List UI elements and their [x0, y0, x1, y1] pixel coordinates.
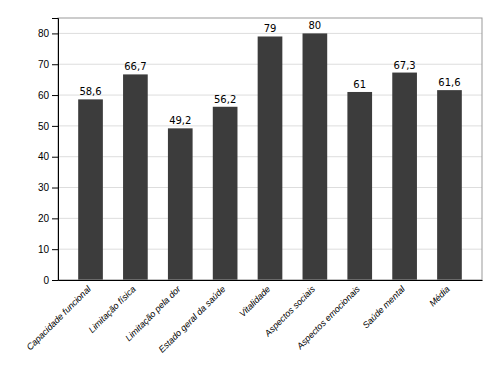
- x-tick: Vitalidade: [237, 280, 272, 319]
- bars: [78, 33, 462, 280]
- data-label: 80: [309, 20, 322, 31]
- y-tick: 60: [38, 90, 58, 101]
- y-tick-mark: [52, 95, 58, 96]
- data-labels: 58,6 66,7 49,2 56,2 79 80 61 67,3 61,6: [79, 20, 460, 126]
- y-tick-mark: [52, 280, 58, 281]
- y-tick: 20: [38, 213, 58, 224]
- y-tick: 40: [38, 151, 58, 162]
- y-tick-label: 50: [38, 121, 50, 132]
- data-label: 61: [353, 79, 366, 90]
- y-tick-mark: [52, 188, 58, 189]
- x-tick: Saúde mental: [360, 280, 407, 330]
- y-tick-label: 20: [38, 213, 50, 224]
- bar: [168, 128, 193, 280]
- data-label: 79: [264, 23, 277, 34]
- data-label: 49,2: [169, 115, 191, 126]
- x-tick-label: Vitalidade: [237, 284, 272, 319]
- y-tick-mark: [52, 126, 58, 127]
- y-tick-mark: [52, 64, 58, 65]
- y-tick-label: 0: [43, 275, 49, 286]
- y-tick-label: 60: [38, 90, 50, 101]
- chart-svg: 0 10 20 30 40 50 60 70 80 Capacidade funcionalLim…: [0, 0, 496, 372]
- y-tick: 70: [38, 59, 58, 70]
- x-tick-label: Estado geral da saúde: [157, 284, 228, 355]
- x-axis: Capacidade funcionalLimitação físicaLimi…: [24, 280, 482, 355]
- y-tick-mark: [52, 218, 58, 219]
- x-axis-line: [59, 280, 483, 281]
- y-tick-label: 30: [38, 182, 50, 193]
- data-label: 67,3: [393, 60, 415, 71]
- x-tick-label: Capacidade funcional: [24, 283, 93, 352]
- x-tick: Estado geral da saúde: [157, 280, 228, 355]
- x-tick-label: Saúde mental: [360, 283, 407, 330]
- y-tick-label: 70: [38, 59, 50, 70]
- y-tick-label: 10: [38, 244, 50, 255]
- bar: [437, 90, 462, 280]
- x-tick-label: Limitação física: [87, 284, 138, 335]
- y-tick-mark: [52, 157, 58, 158]
- plot-frame: [58, 18, 482, 280]
- data-label: 61,6: [438, 77, 460, 88]
- data-label: 58,6: [79, 86, 101, 97]
- plot: 0 10 20 30 40 50 60 70 80 Capacidade funcionalLim…: [24, 18, 482, 355]
- bar: [392, 73, 417, 280]
- x-tick: Limitação física: [87, 280, 138, 335]
- y-tick: 30: [38, 182, 58, 193]
- bar: [303, 33, 328, 280]
- chart-container: 0 10 20 30 40 50 60 70 80 Capacidade funcionalLim…: [0, 0, 496, 372]
- bar: [78, 99, 103, 280]
- bar: [213, 107, 238, 280]
- y-axis: 0 10 20 30 40 50 60 70 80: [38, 19, 59, 286]
- y-tick-label: 40: [38, 151, 50, 162]
- y-tick-mark: [52, 33, 58, 34]
- bar: [258, 36, 283, 280]
- y-tick: 0: [43, 275, 58, 286]
- bar: [347, 92, 372, 280]
- bar: [123, 74, 148, 280]
- y-axis-line: [52, 19, 59, 281]
- y-tick-label: 80: [38, 28, 50, 39]
- x-tick: Média: [427, 280, 451, 308]
- x-tick: Aspectos emocionais: [294, 280, 362, 352]
- y-tick: 80: [38, 28, 58, 39]
- data-label: 56,2: [214, 94, 236, 105]
- x-tick: Capacidade funcional: [24, 280, 93, 352]
- data-label: 66,7: [124, 61, 146, 72]
- y-tick: 10: [38, 244, 58, 255]
- y-tick: 50: [38, 121, 58, 132]
- grid: [58, 33, 482, 280]
- y-tick-mark: [52, 249, 58, 250]
- x-tick-label: Aspectos emocionais: [294, 284, 362, 352]
- x-tick-label: Média: [427, 284, 451, 308]
